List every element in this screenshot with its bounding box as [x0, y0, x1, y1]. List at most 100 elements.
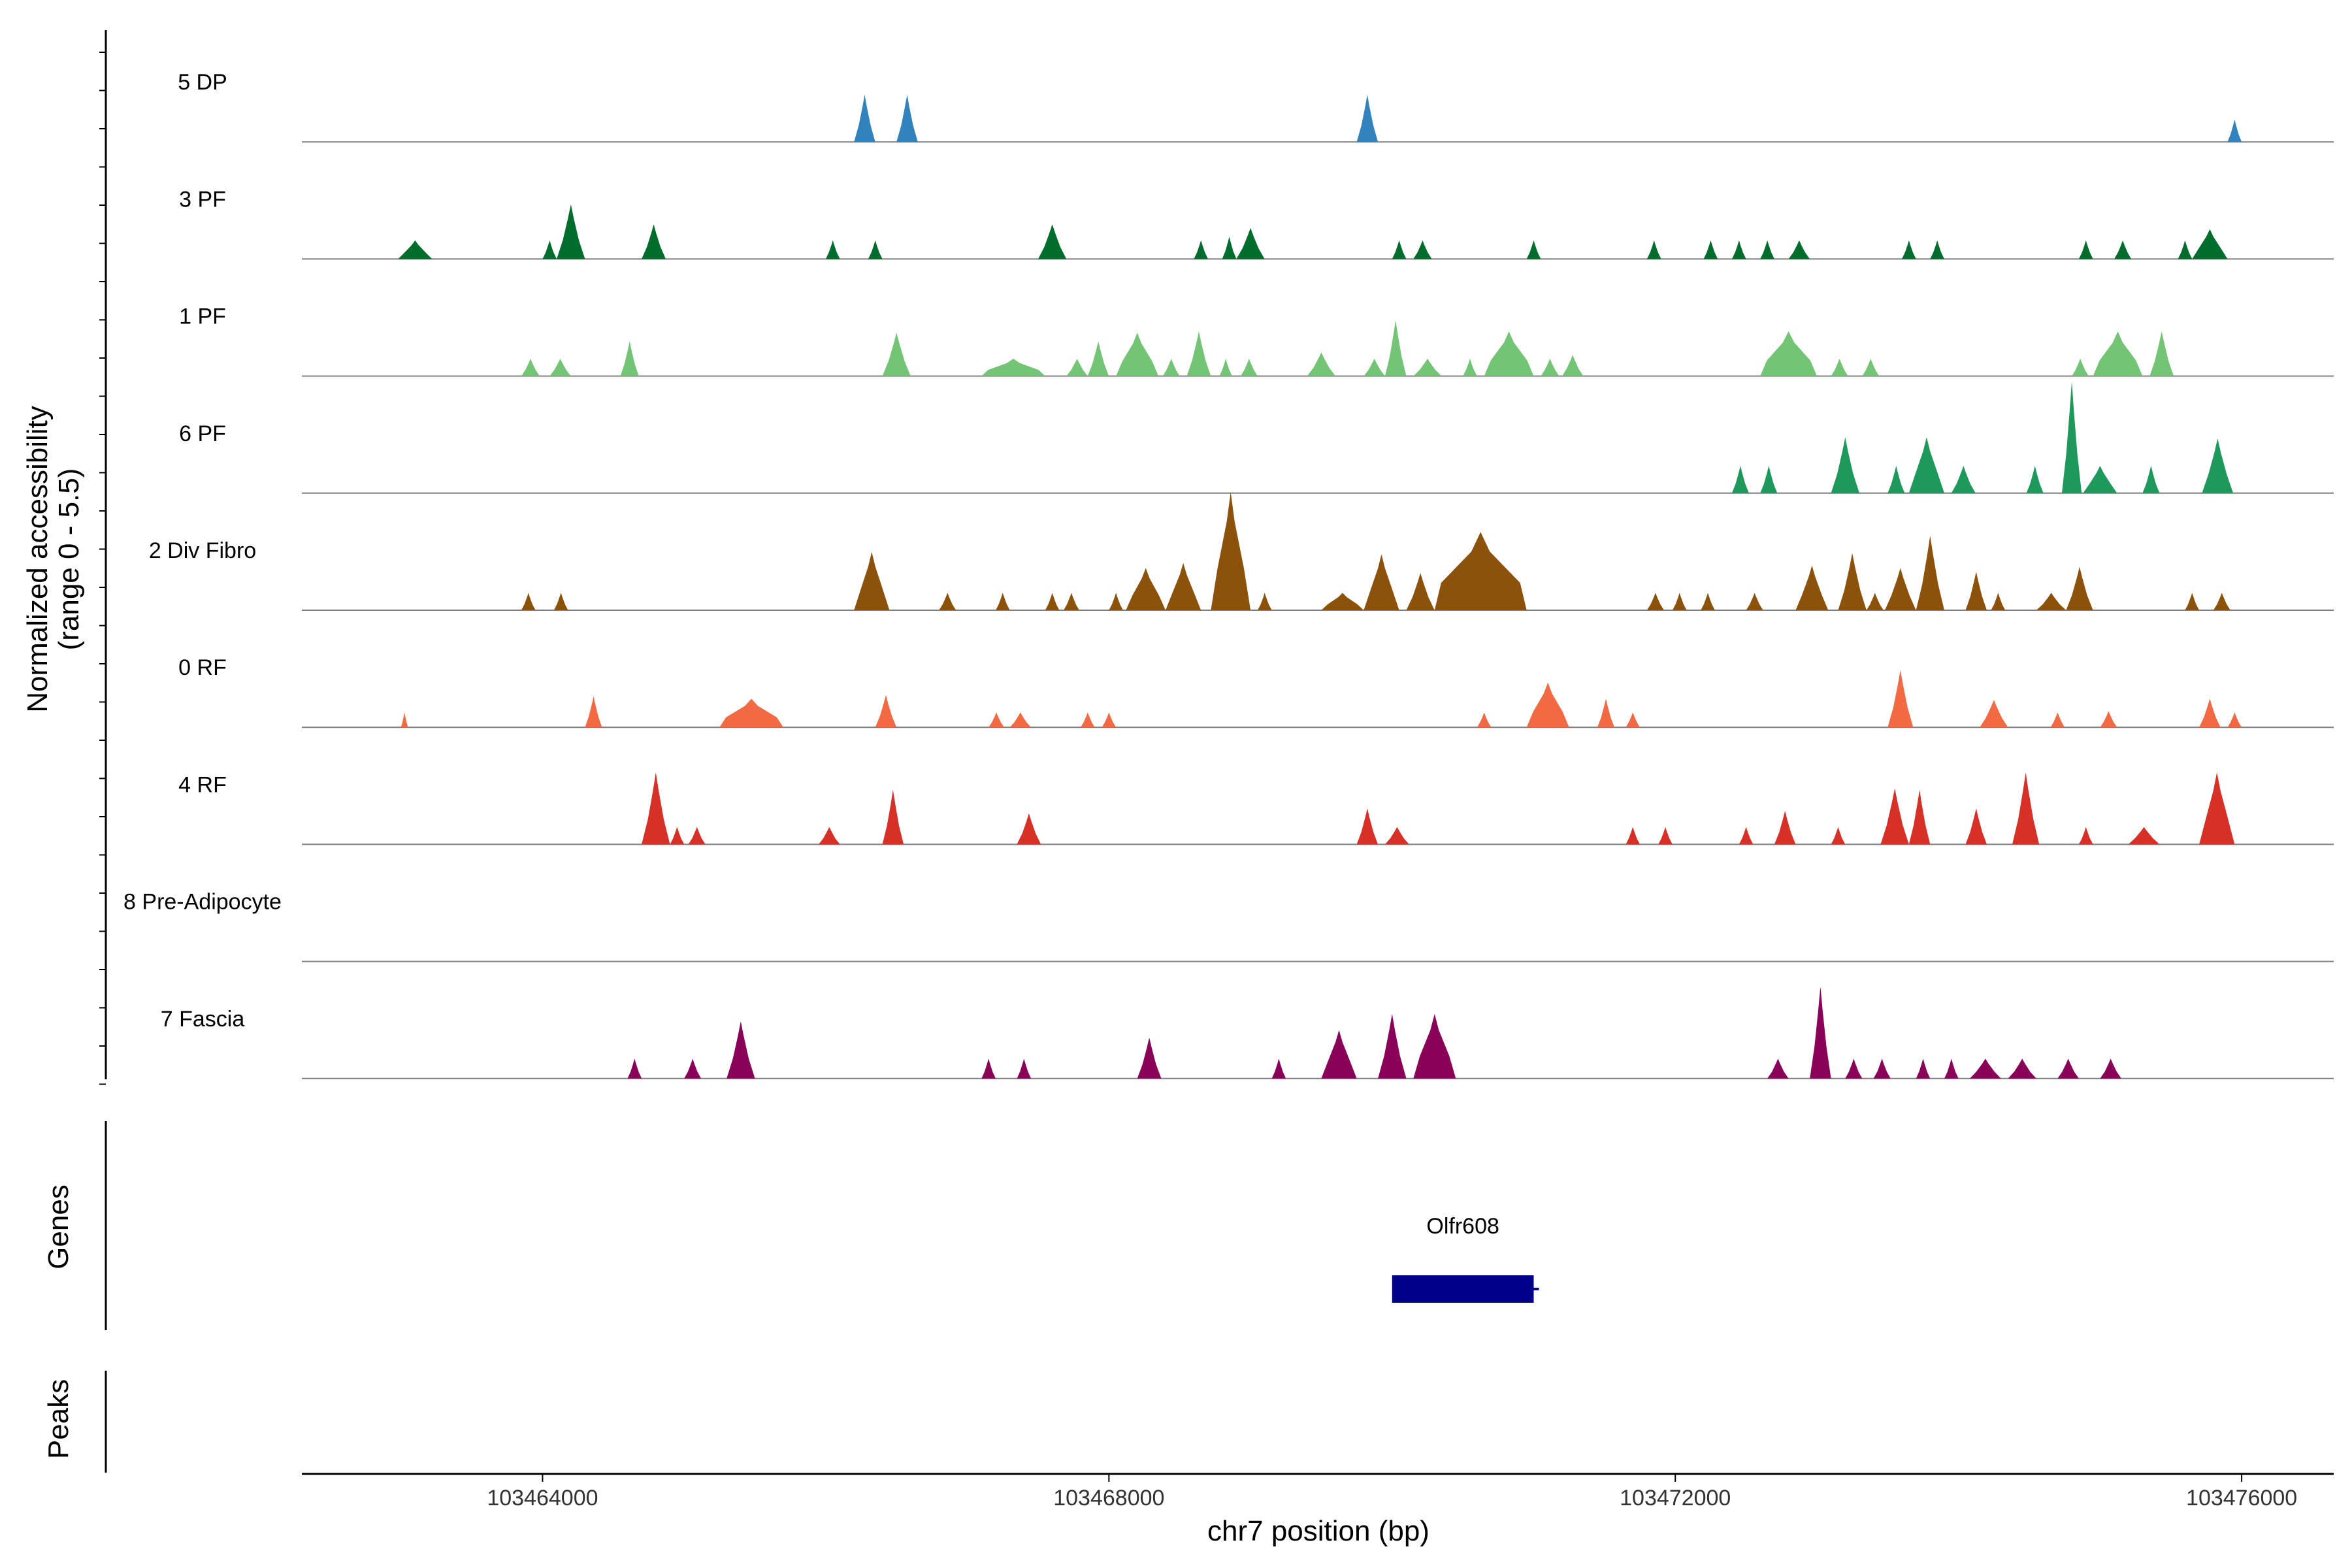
coverage-peak: [1930, 240, 1944, 259]
coverage-peak: [2199, 698, 2221, 728]
x-tick-label: 103472000: [1620, 1486, 1731, 1511]
coverage-peak: [1356, 95, 1379, 142]
coverage-peak: [981, 1058, 996, 1079]
coverage-peak: [1862, 359, 1880, 376]
coverage-peak: [1166, 563, 1201, 610]
coverage-peak: [1009, 712, 1032, 728]
coverage-peak: [1739, 826, 1754, 845]
coverage-peak: [688, 826, 706, 845]
coverage-peak: [1081, 712, 1095, 728]
coverage-peak: [1731, 466, 1749, 493]
coverage-peak: [1916, 1058, 1931, 1079]
coverage-peak: [2227, 120, 2242, 142]
coverage-peak: [1625, 712, 1640, 728]
coverage-peak: [2142, 466, 2160, 493]
gene-label: Olfr608: [1426, 1214, 1499, 1239]
coverage-peak: [981, 359, 1045, 376]
coverage-peak: [1392, 240, 1407, 259]
coverage-peak: [1137, 1037, 1162, 1079]
coverage-peak: [1017, 813, 1041, 845]
coverage-peak: [2185, 593, 2200, 610]
coverage-peak: [1970, 1058, 2001, 1079]
coverage-peak: [1378, 1014, 1407, 1079]
coverage-peak: [1364, 554, 1399, 610]
track-3-pf: 3 PF: [179, 187, 2334, 260]
coverage-peak: [2012, 772, 2040, 845]
peaks-panel-label: Peaks: [42, 1379, 74, 1459]
coverage-peak: [1880, 788, 1909, 845]
coverage-peak: [939, 593, 956, 610]
coverage-peak: [1364, 359, 1385, 376]
coverage-peak: [988, 712, 1004, 728]
track-label: 8 Pre-Adipocyte: [123, 890, 282, 915]
coverage-peak: [1810, 987, 1831, 1079]
coverage-peak: [2026, 466, 2044, 493]
coverage-peak: [2078, 240, 2093, 259]
coverage-peak: [521, 593, 536, 610]
coverage-peak: [400, 712, 408, 728]
coverage-peak: [1767, 1058, 1789, 1079]
coverage-peak: [1087, 341, 1109, 376]
coverage-peak: [1965, 572, 1987, 610]
coverage-peak: [1831, 437, 1859, 493]
track-0-rf: 0 RF: [178, 655, 2334, 728]
coverage-peak: [2066, 566, 2093, 610]
coverage-peak: [1672, 593, 1687, 610]
coverage-peak: [1788, 240, 1810, 259]
x-tick-label: 103476000: [2186, 1486, 2297, 1511]
coverage-peak: [1307, 352, 1336, 376]
coverage-peak: [553, 593, 568, 610]
y-axis-title-line1: Normalized accessibility: [22, 406, 54, 712]
coverage-peak: [1186, 331, 1211, 376]
coverage-peak: [1477, 712, 1492, 728]
coverage-peak: [1760, 466, 1778, 493]
coverage-peak: [1222, 237, 1237, 259]
coverage-peak: [727, 1021, 755, 1079]
coverage-peak: [1257, 593, 1272, 610]
coverage-peak: [1413, 1014, 1456, 1079]
coverage-peak: [557, 204, 585, 259]
coverage-peak: [1066, 359, 1088, 376]
coverage-peak: [1731, 240, 1746, 259]
coverage-peak: [2192, 229, 2228, 259]
coverage-peak: [1126, 568, 1166, 610]
coverage-peak: [1236, 227, 1265, 259]
coverage-peak: [1701, 593, 1715, 610]
coverage-peak: [1951, 466, 1976, 493]
coverage-peak: [1109, 593, 1123, 610]
coverage-peak: [819, 826, 840, 845]
coverage-peak: [1526, 240, 1541, 259]
coverage-peak: [1908, 437, 1944, 493]
track-label: 2 Div Fibro: [149, 538, 256, 563]
coverage-peak: [996, 593, 1010, 610]
x-axis-title: chr7 position (bp): [1207, 1515, 1429, 1547]
coverage-peak: [1240, 359, 1258, 376]
coverage-peak: [1838, 553, 1867, 610]
coverage-peak: [1795, 565, 1829, 610]
coverage-peak: [620, 341, 639, 376]
coverage-peak: [1658, 826, 1673, 845]
genes-panel-label: Genes: [42, 1184, 74, 1269]
coverage-peak: [868, 240, 883, 259]
coverage-peak: [642, 772, 670, 845]
coverage-peak: [1406, 573, 1435, 610]
coverage-peak: [882, 789, 904, 845]
coverage-peak: [1887, 670, 1914, 728]
coverage-peak: [2036, 593, 2066, 610]
coverage-peak: [1916, 536, 1944, 610]
track-5-dp: 5 DP: [178, 70, 2334, 143]
coverage-peak: [2008, 1058, 2036, 1079]
coverage-peak: [684, 1058, 702, 1079]
coverage-peak: [1866, 593, 1884, 610]
coverage-peak: [2227, 712, 2242, 728]
coverage-peak: [1646, 240, 1661, 259]
track-label: 5 DP: [178, 70, 227, 95]
coverage-peak: [2149, 331, 2174, 376]
coverage-peak: [1908, 789, 1931, 845]
coverage-peak: [2199, 772, 2235, 845]
track-label: 4 RF: [178, 772, 227, 797]
coverage-peak: [854, 95, 875, 142]
coverage-peak: [1356, 808, 1379, 845]
coverage-peak: [398, 240, 433, 259]
